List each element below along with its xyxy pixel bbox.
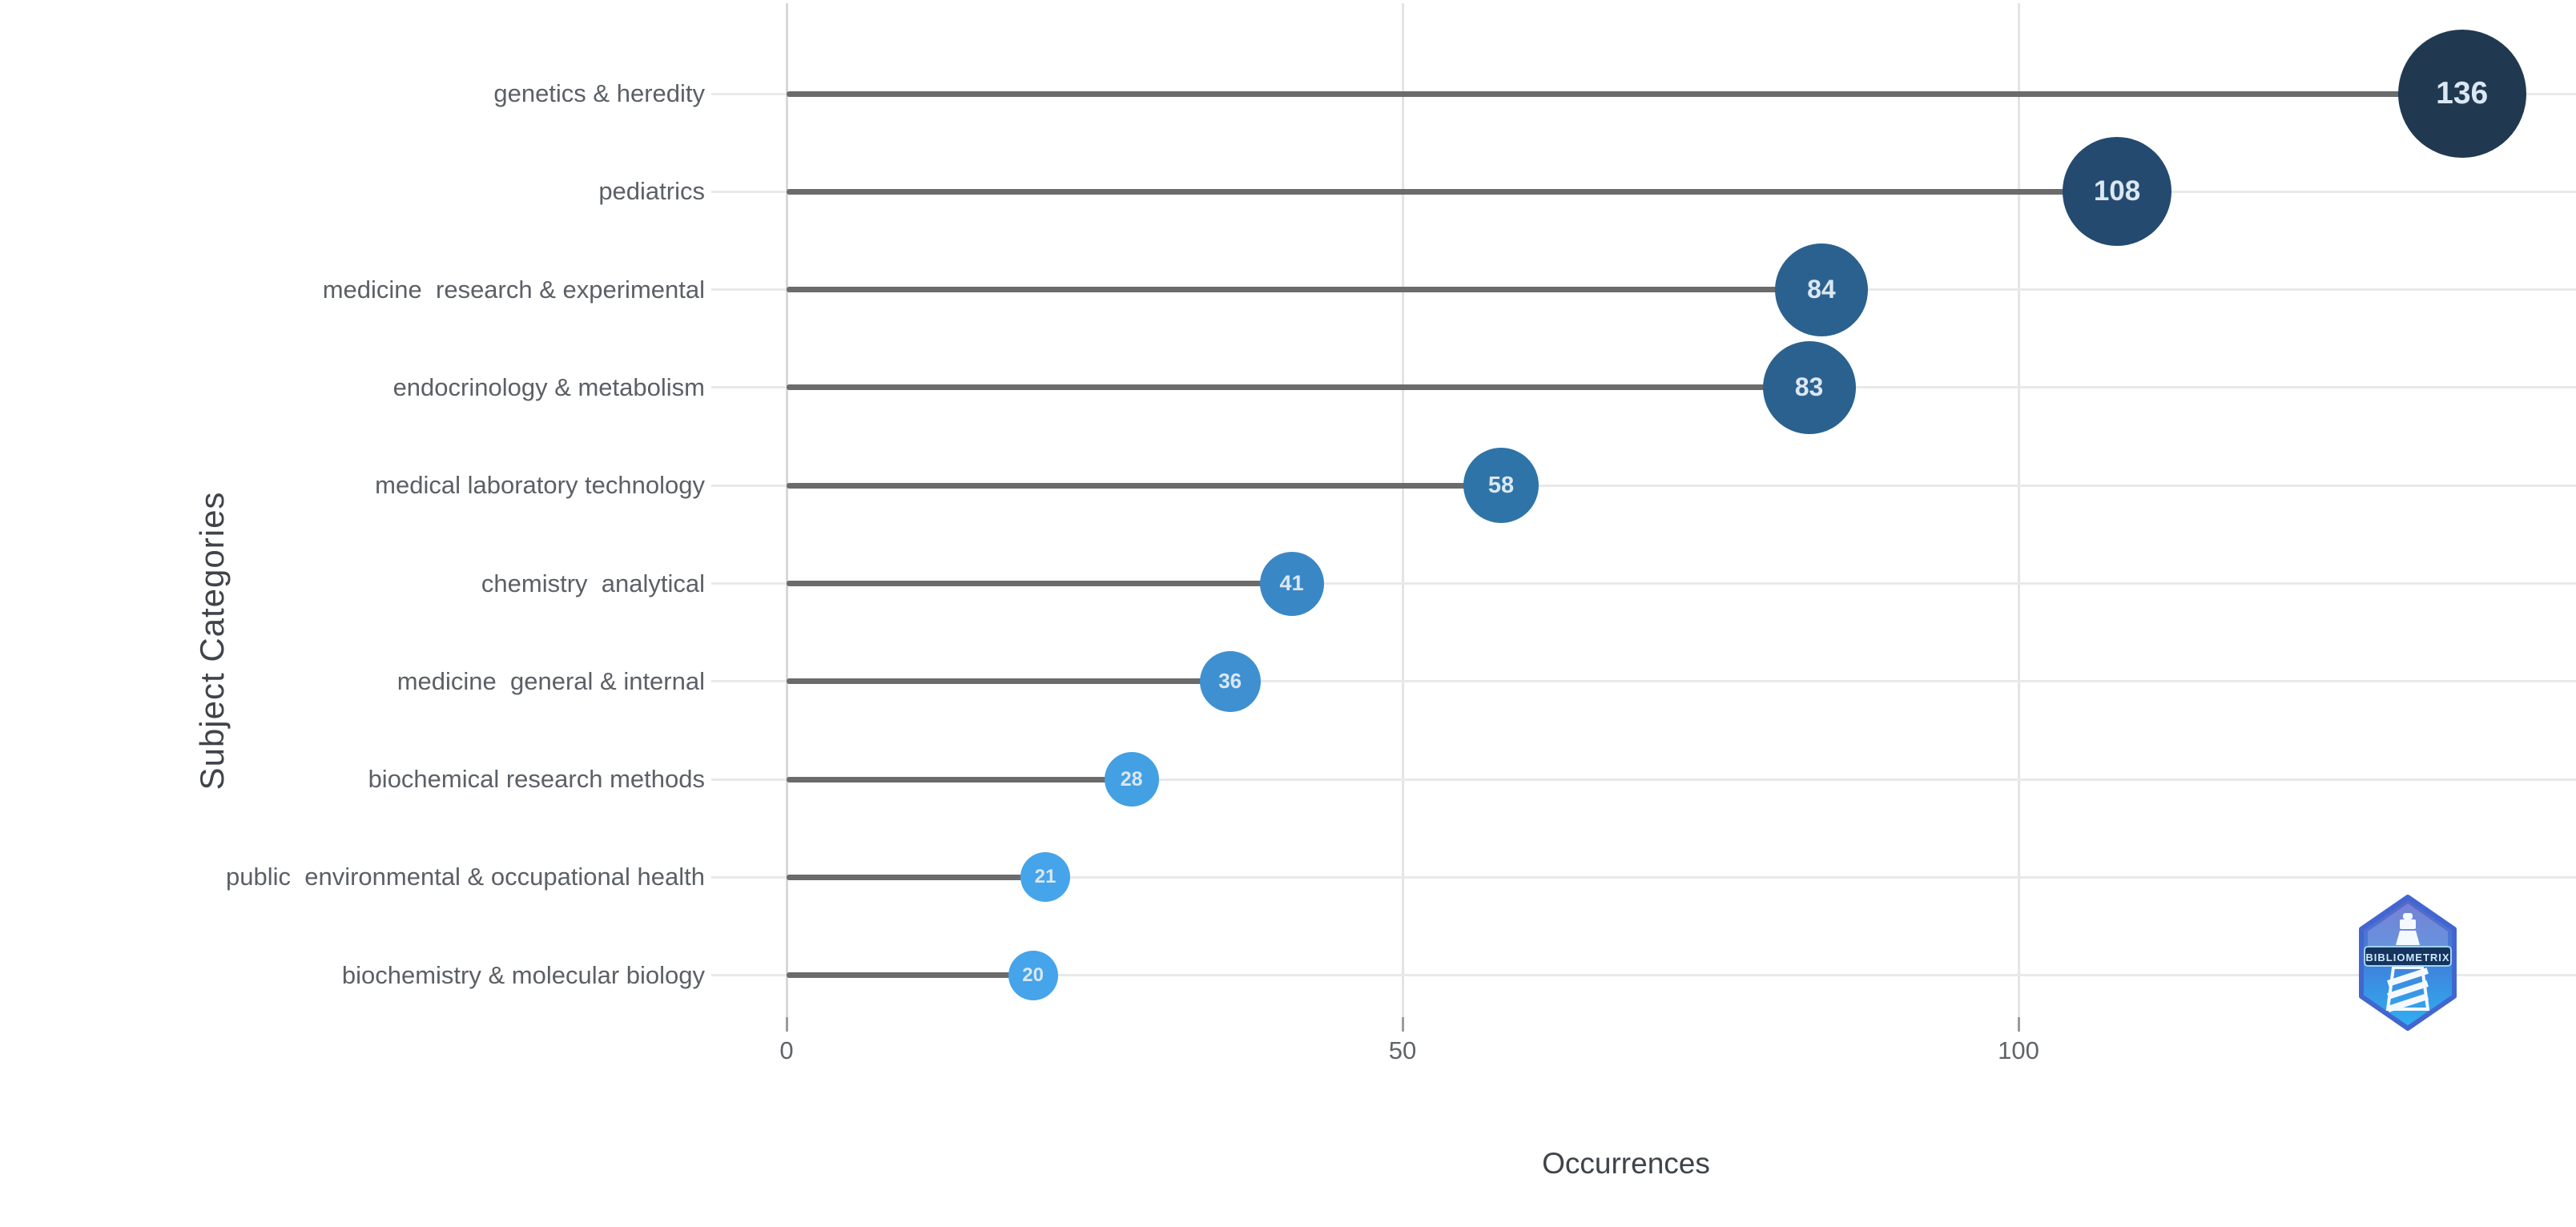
row-gridline (711, 974, 2576, 977)
data-point-value: 83 (1794, 372, 1824, 402)
category-label: biochemical research methods (368, 765, 705, 794)
row-gridline (711, 680, 2576, 683)
lollipop-stem (787, 482, 1502, 489)
data-point-value: 41 (1279, 571, 1304, 595)
hexagon-badge: BIBLIOMETRIX (2359, 895, 2457, 1031)
data-point-bubble[interactable]: 136 (2397, 30, 2526, 158)
data-point-bubble[interactable]: 21 (1020, 852, 1070, 903)
lollipop-stem (787, 384, 1809, 391)
data-point-bubble[interactable]: 58 (1463, 448, 1540, 524)
data-point-value: 58 (1487, 472, 1515, 498)
row-gridline (711, 875, 2576, 879)
lollipop-stem (787, 287, 1821, 293)
lollipop-stem (787, 776, 1132, 782)
lollipop-stem (787, 188, 2118, 195)
x-tick-mark (2018, 1017, 2020, 1032)
category-label: medical laboratory technology (375, 471, 705, 500)
category-label: medicine research & experimental (322, 275, 705, 304)
x-tick-mark (786, 1017, 788, 1032)
data-point-bubble[interactable]: 36 (1199, 650, 1261, 712)
category-label: endocrinology & metabolism (392, 372, 705, 401)
category-label: chemistry analytical (481, 569, 705, 597)
data-point-value: 36 (1218, 669, 1242, 694)
x-gridline (2018, 3, 2020, 1017)
row-gridline (711, 778, 2576, 781)
y-axis-line (786, 3, 788, 1017)
category-label: biochemistry & molecular biology (341, 960, 705, 989)
x-tick-label: 0 (779, 1036, 794, 1064)
logo-text: BIBLIOMETRIX (2365, 951, 2449, 963)
category-label: public environmental & occupational heal… (226, 863, 705, 891)
x-tick-mark (1402, 1017, 1404, 1032)
category-label: medicine general & internal (396, 666, 705, 695)
data-point-value: 20 (1022, 963, 1044, 986)
bibliometrix-logo: BIBLIOMETRIX (2359, 895, 2457, 1031)
data-point-bubble[interactable]: 83 (1762, 340, 1856, 434)
data-point-value: 28 (1120, 767, 1143, 791)
row-gridline (711, 582, 2576, 585)
lollipop-stem (787, 972, 1033, 979)
lollipop-stem (787, 874, 1045, 880)
category-label: genetics & heredity (493, 79, 705, 107)
x-tick-label: 50 (1388, 1036, 1417, 1064)
x-gridline (1402, 3, 1404, 1017)
row-gridline (711, 484, 2576, 487)
data-point-bubble[interactable]: 84 (1774, 243, 1868, 336)
lollipop-stem (787, 581, 1292, 586)
data-point-value: 84 (1807, 275, 1836, 304)
y-axis-title: Subject Categories (193, 491, 231, 791)
data-point-bubble[interactable]: 108 (2063, 137, 2172, 247)
data-point-value: 21 (1034, 866, 1057, 888)
lighthouse-icon (2385, 913, 2430, 1012)
data-point-bubble[interactable]: 20 (1008, 950, 1058, 1000)
data-point-value: 108 (2093, 175, 2141, 207)
data-point-bubble[interactable]: 28 (1104, 752, 1159, 807)
data-point-bubble[interactable]: 41 (1259, 551, 1324, 616)
lollipop-stem (787, 91, 2462, 97)
lollipop-stem (787, 678, 1230, 685)
category-label: pediatrics (598, 177, 705, 206)
data-point-value: 136 (2436, 76, 2489, 111)
x-axis-title: Occurrences (1542, 1147, 1710, 1180)
x-tick-label: 100 (1998, 1036, 2039, 1064)
